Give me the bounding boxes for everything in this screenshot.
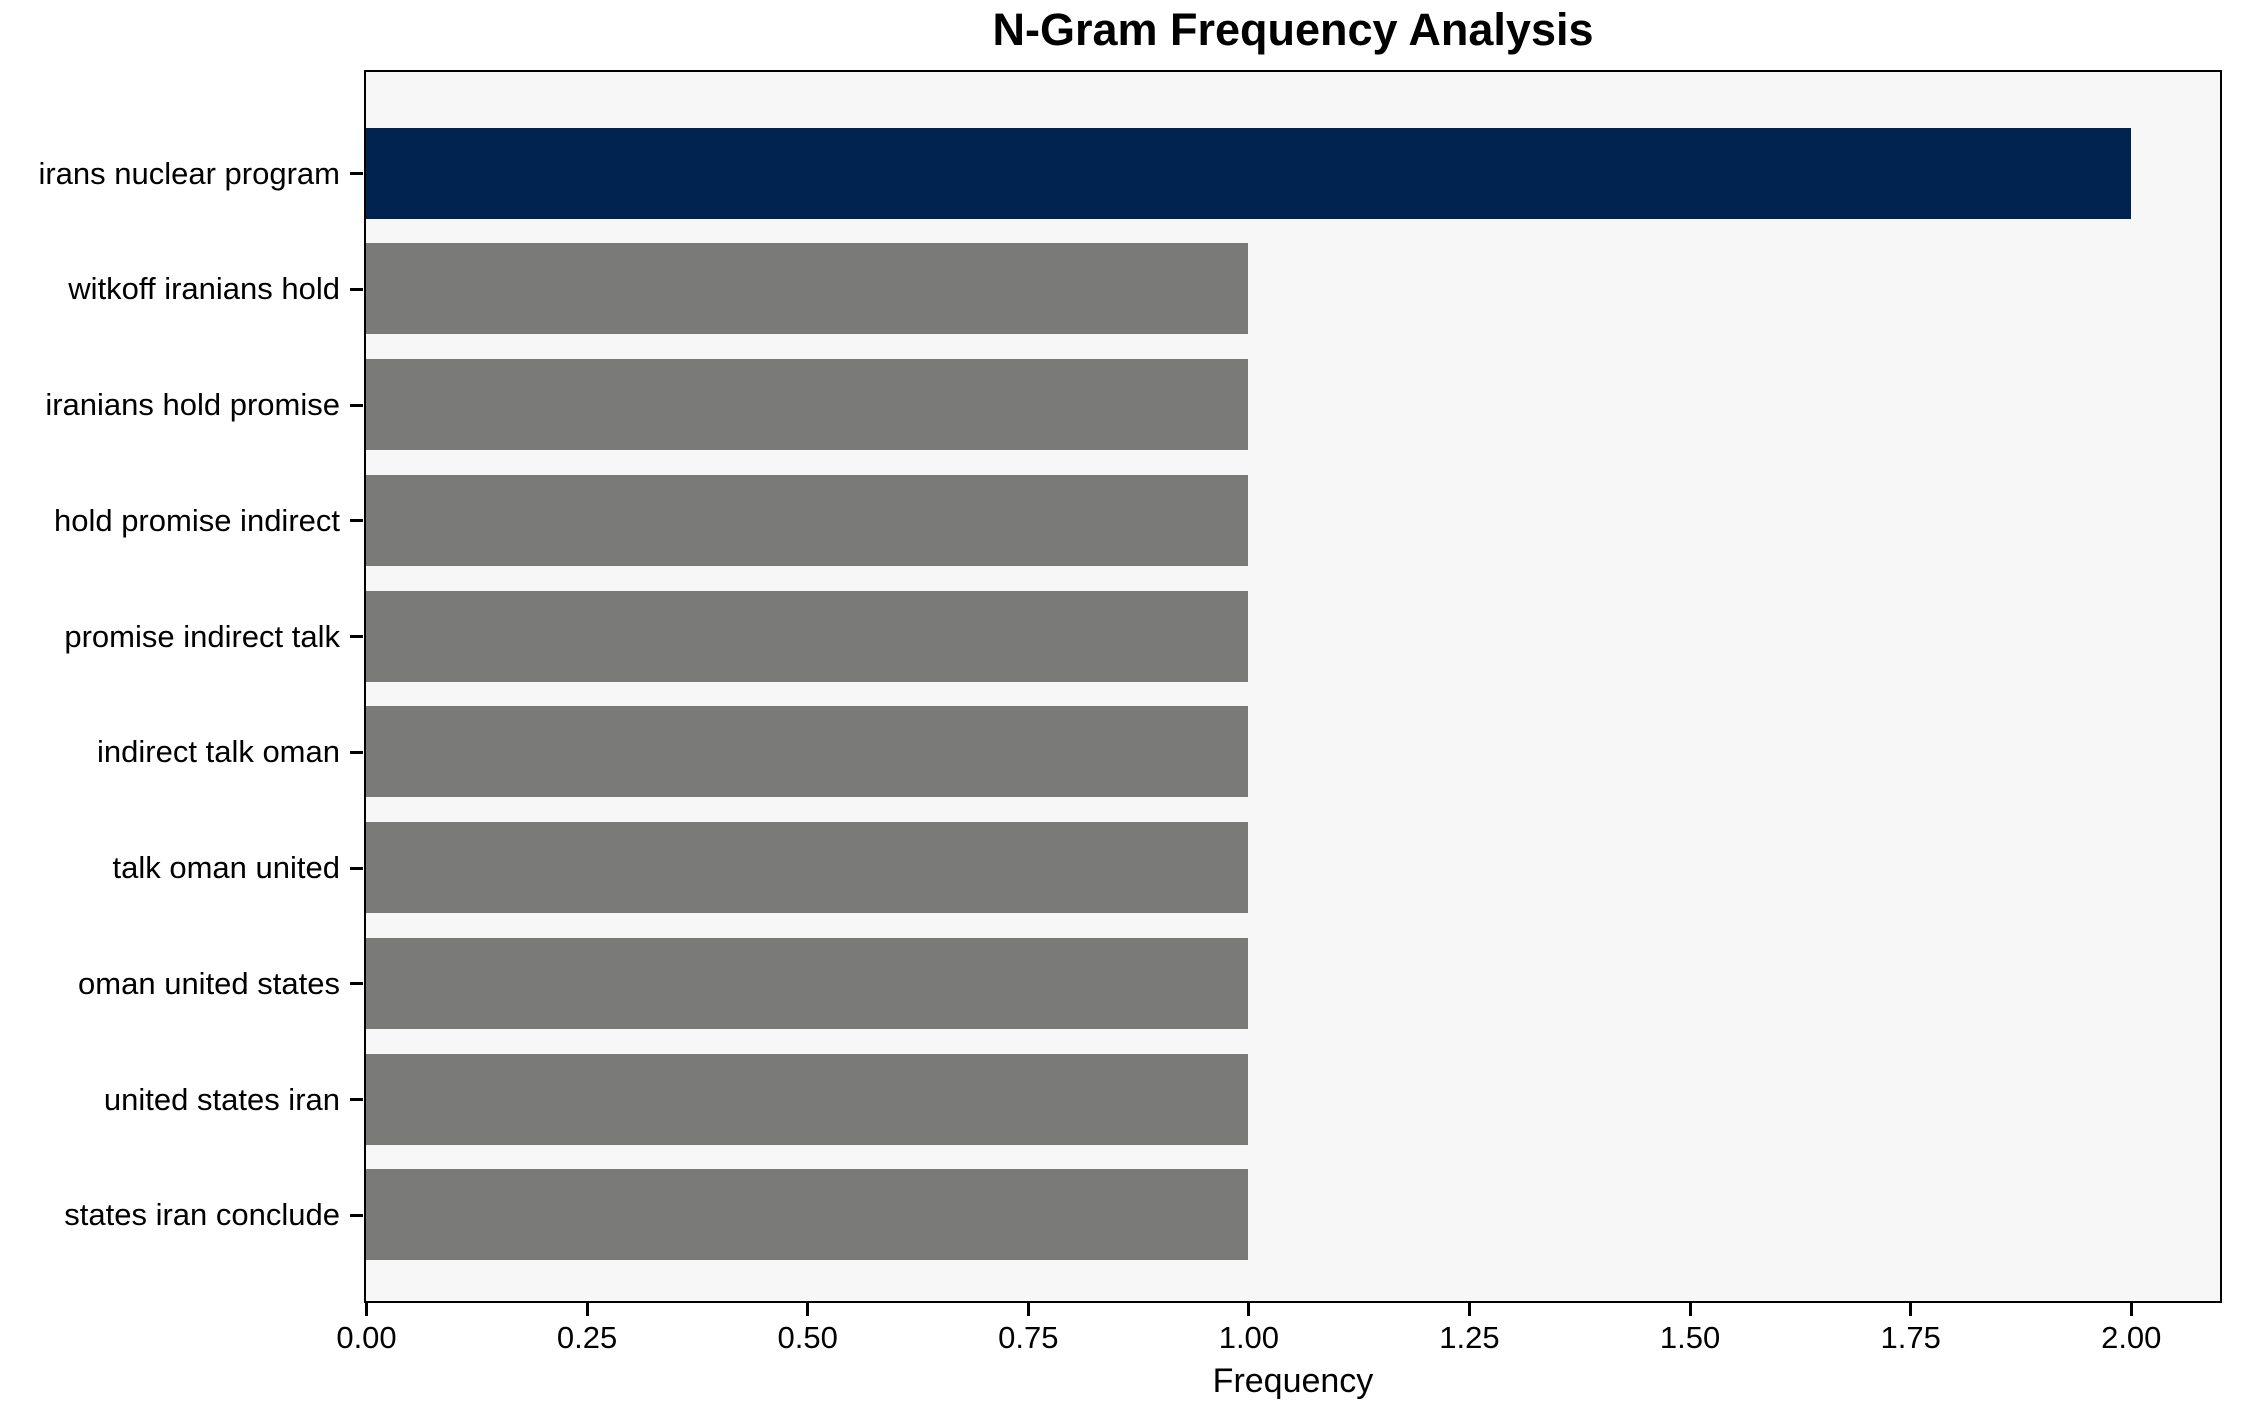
ytick-mark <box>350 287 363 291</box>
xtick-mark <box>365 1303 368 1316</box>
bar-promise-indirect-talk <box>366 590 1249 682</box>
ytick-mark <box>350 982 363 986</box>
xtick-label-1.00: 1.00 <box>1218 1320 1280 1355</box>
xtick-label-0.75: 0.75 <box>998 1320 1059 1355</box>
ytick-mark <box>350 519 363 523</box>
bar-iranians-hold-promise <box>366 359 1249 450</box>
ytick-label-promise-indirect-talk: promise indirect talk <box>64 618 340 654</box>
ytick-mark <box>350 1098 363 1101</box>
xtick-label-0.50: 0.50 <box>777 1320 838 1355</box>
ytick-label-oman-united-states: oman united states <box>78 965 340 1001</box>
xtick-label-0.00: 0.00 <box>336 1320 397 1355</box>
xtick-mark <box>1688 1303 1692 1316</box>
xtick-mark <box>585 1303 589 1316</box>
xtick-mark <box>1467 1303 1471 1316</box>
ytick-mark <box>350 635 363 638</box>
ytick-mark <box>350 750 363 754</box>
bar-hold-promise-indirect <box>366 474 1249 566</box>
bar-irans-nuclear-program <box>366 127 2131 219</box>
bar-indirect-talk-oman <box>366 706 1249 798</box>
xtick-label-2.00: 2.00 <box>2101 1320 2162 1355</box>
xtick-mark <box>1026 1303 1030 1316</box>
ytick-mark <box>350 403 363 407</box>
ytick-label-hold-promise-indirect: hold promise indirect <box>53 502 340 538</box>
bar-witkoff-iranians-hold <box>366 243 1249 335</box>
bar-states-iran-conclude <box>366 1169 1249 1261</box>
bar-talk-oman-united <box>366 822 1249 913</box>
x-axis-label: Frequency <box>1212 1362 1374 1400</box>
ytick-label-talk-oman-united: talk oman united <box>112 850 340 885</box>
xtick-label-0.25: 0.25 <box>556 1320 618 1355</box>
xtick-mark <box>806 1303 810 1316</box>
ytick-mark <box>350 866 363 870</box>
ytick-mark <box>350 172 363 175</box>
bar-united-states-iran <box>366 1053 1249 1145</box>
plot-area <box>364 70 2222 1303</box>
xtick-mark <box>2129 1303 2133 1316</box>
ytick-label-indirect-talk-oman: indirect talk oman <box>97 734 340 770</box>
xtick-mark <box>1247 1303 1251 1316</box>
ytick-label-iranians-hold-promise: iranians hold promise <box>45 387 340 422</box>
ytick-label-irans-nuclear-program: irans nuclear program <box>38 155 340 191</box>
ytick-label-united-states-iran: united states iran <box>103 1081 340 1117</box>
xtick-mark <box>1909 1303 1913 1316</box>
chart-title: N-Gram Frequency Analysis <box>992 4 1594 55</box>
ytick-mark <box>350 1213 363 1217</box>
ytick-label-states-iran-conclude: states iran conclude <box>64 1197 340 1233</box>
xtick-label-1.50: 1.50 <box>1659 1320 1721 1355</box>
bar-oman-united-states <box>366 937 1249 1029</box>
xtick-label-1.75: 1.75 <box>1880 1320 1941 1355</box>
ytick-label-witkoff-iranians-hold: witkoff iranians hold <box>68 271 340 307</box>
xtick-label-1.25: 1.25 <box>1439 1320 1500 1355</box>
